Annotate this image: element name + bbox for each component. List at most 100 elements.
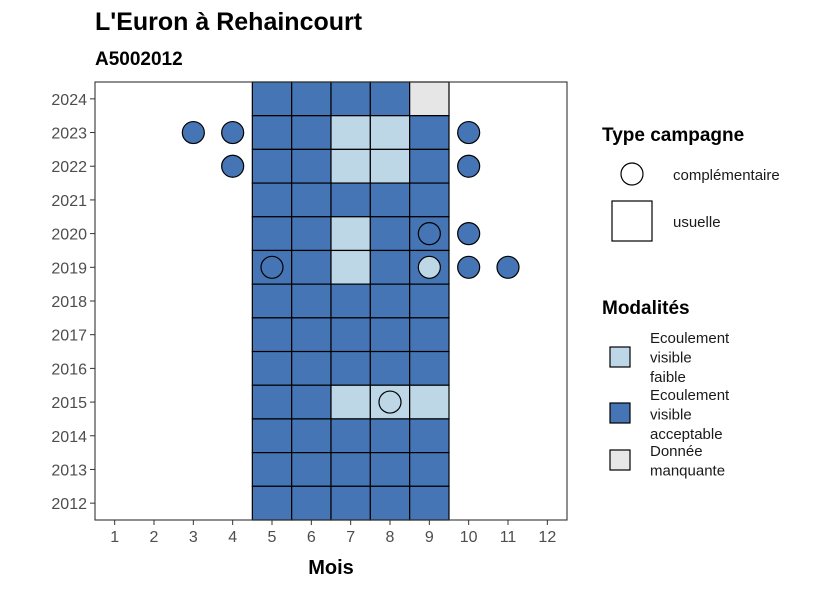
tile-2024-7 xyxy=(330,81,371,117)
legend-label-modalite: Ecoulement xyxy=(650,330,730,347)
tile-2012-7 xyxy=(330,485,371,521)
tile-2021-8 xyxy=(369,182,411,218)
tile-2018-8 xyxy=(369,283,411,319)
tile-2016-5 xyxy=(251,350,293,386)
tile-2024-8 xyxy=(369,81,411,117)
tiles-layer xyxy=(251,81,450,521)
tile-2017-7 xyxy=(330,317,371,353)
tile-2020-6 xyxy=(291,216,332,252)
tile-2016-6 xyxy=(291,350,332,386)
x-tick-label: 2 xyxy=(150,529,159,546)
legend-label-modalite: visible xyxy=(650,350,692,367)
y-tick-label: 2020 xyxy=(51,227,87,244)
tile-2014-9 xyxy=(409,418,450,454)
x-tick-label: 12 xyxy=(538,529,556,546)
point-2022-10 xyxy=(457,154,481,178)
tile-2013-7 xyxy=(330,452,371,487)
x-axis: 1 2 3 4 5 6 7 8 9 10 11 12 xyxy=(110,520,556,546)
y-tick-label: 2015 xyxy=(51,395,87,412)
legend-label-modalite: manquante xyxy=(650,463,725,480)
y-tick-label: 2013 xyxy=(51,462,87,479)
legend-title-modalites: Modalités xyxy=(602,298,690,319)
tile-2017-6 xyxy=(291,317,332,353)
tile-2022-6 xyxy=(291,148,332,184)
y-tick-label: 2014 xyxy=(51,429,87,446)
tile-2016-8 xyxy=(369,350,411,386)
tile-2023-5 xyxy=(251,115,293,150)
x-axis-title: Mois xyxy=(308,557,354,579)
tile-2021-7 xyxy=(330,182,371,218)
legend-key-square xyxy=(611,200,653,242)
point-2019-10 xyxy=(457,255,481,279)
points-layer xyxy=(181,120,520,414)
legend-key-modalite xyxy=(609,402,631,424)
x-tick-label: 6 xyxy=(307,529,316,546)
tile-2018-5 xyxy=(251,283,293,319)
legend-label-modalite: visible xyxy=(650,407,692,424)
tile-2015-6 xyxy=(291,384,332,420)
legend-label-modalite: Ecoulement xyxy=(650,387,730,404)
point-2022-4 xyxy=(221,154,245,178)
tile-2019-7 xyxy=(330,249,371,285)
tile-2015-7 xyxy=(330,384,371,420)
tile-2014-7 xyxy=(330,418,371,454)
legend-key-modalite xyxy=(609,346,631,368)
tile-2024-5 xyxy=(251,81,293,117)
tile-2013-5 xyxy=(251,452,293,487)
tile-2022-8 xyxy=(369,148,411,184)
tile-2013-8 xyxy=(369,452,411,487)
tile-2016-7 xyxy=(330,350,371,386)
tile-2015-5 xyxy=(251,384,293,420)
x-tick-label: 8 xyxy=(386,529,395,546)
x-tick-label: 11 xyxy=(500,529,517,546)
tile-2016-9 xyxy=(409,350,450,386)
tile-2019-8 xyxy=(369,249,411,285)
tile-2023-9 xyxy=(409,115,450,150)
y-tick-label: 2018 xyxy=(51,294,87,311)
x-tick-label: 10 xyxy=(460,529,478,546)
tile-2017-5 xyxy=(251,317,293,353)
legend-label-modalite: acceptable xyxy=(650,426,723,443)
legend-title-type: Type campagne xyxy=(602,125,744,146)
chart-subtitle: A5002012 xyxy=(95,49,183,70)
tile-2018-9 xyxy=(409,283,450,319)
x-tick-label: 1 xyxy=(110,529,119,546)
tile-2012-5 xyxy=(251,485,293,521)
point-2023-3 xyxy=(181,120,205,145)
y-tick-label: 2016 xyxy=(51,361,87,378)
y-tick-label: 2012 xyxy=(51,496,87,513)
tile-2022-7 xyxy=(330,148,371,184)
legend-label-complementaire: complémentaire xyxy=(673,167,780,184)
y-tick-label: 2021 xyxy=(51,193,87,210)
legend-label-usuelle: usuelle xyxy=(673,214,721,231)
point-2019-11 xyxy=(496,255,520,279)
point-2019-9 xyxy=(417,255,441,279)
x-tick-label: 7 xyxy=(346,529,355,546)
y-tick-label: 2024 xyxy=(51,92,87,109)
chart-title: L'Euron à Rehaincourt xyxy=(95,8,363,36)
tile-2014-8 xyxy=(369,418,411,454)
x-tick-label: 4 xyxy=(228,529,237,546)
tile-2023-7 xyxy=(330,115,371,150)
tile-2012-8 xyxy=(369,485,411,521)
legend-label-modalite: faible xyxy=(650,369,686,386)
tile-2018-6 xyxy=(291,283,332,319)
x-tick-label: 5 xyxy=(268,529,277,546)
tile-2022-9 xyxy=(409,148,450,184)
legend: Type campagne complémentaire usuelle Modali… xyxy=(602,125,780,480)
point-2020-9 xyxy=(417,222,441,246)
x-tick-label: 3 xyxy=(189,529,198,546)
y-tick-label: 2017 xyxy=(51,328,87,345)
y-tick-label: 2022 xyxy=(51,159,87,176)
tile-2013-6 xyxy=(291,452,332,487)
x-tick-label: 9 xyxy=(425,529,434,546)
legend-key-circle xyxy=(620,162,644,186)
point-2019-5 xyxy=(260,255,284,279)
tile-2015-9 xyxy=(409,384,450,420)
tile-2017-9 xyxy=(409,317,450,353)
tile-2014-5 xyxy=(251,418,293,454)
tile-2013-9 xyxy=(409,452,450,487)
tile-2012-6 xyxy=(291,485,332,521)
tile-2020-7 xyxy=(330,216,371,252)
